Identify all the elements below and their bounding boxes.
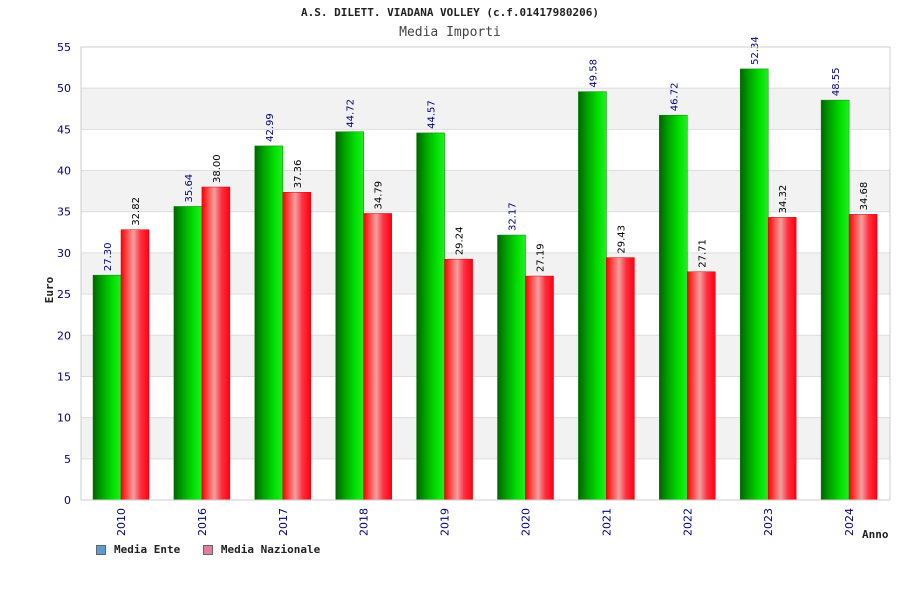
- x-tick-label: 2019: [439, 508, 452, 536]
- bar-media-ente: [659, 114, 688, 501]
- y-tick-label: 35: [57, 206, 71, 219]
- data-label-media-ente: 46.72: [669, 83, 680, 112]
- data-label-media-nazionale: 32.82: [131, 197, 142, 226]
- data-label-media-ente: 44.57: [427, 100, 438, 129]
- y-axis-label: Euro: [43, 276, 56, 303]
- bar-media-nazionale: [606, 257, 635, 501]
- y-tick-label: 30: [57, 247, 71, 260]
- legend-swatch-nazionale: [202, 544, 213, 555]
- x-tick-label: 2016: [196, 508, 209, 536]
- data-label-media-nazionale: 34.32: [778, 185, 789, 214]
- x-axis-label: Anno: [862, 528, 889, 541]
- bar-media-ente: [254, 145, 284, 501]
- grid-band: [81, 88, 890, 130]
- y-tick-label: 0: [64, 494, 71, 507]
- data-label-media-nazionale: 38.00: [212, 154, 223, 183]
- bar-media-nazionale: [120, 229, 150, 501]
- bar-media-nazionale: [444, 258, 473, 501]
- legend-item-ente: Media Ente: [96, 543, 180, 556]
- bars: [92, 68, 878, 501]
- data-label-media-ente: 49.58: [588, 59, 599, 88]
- x-tick-label: 2022: [681, 508, 694, 536]
- bar-media-ente: [820, 99, 850, 501]
- x-tick-label: 2018: [358, 508, 371, 536]
- bar-media-nazionale: [848, 214, 878, 501]
- bar-media-ente: [497, 234, 526, 501]
- data-label-media-ente: 32.17: [508, 202, 519, 231]
- y-tick-label: 50: [57, 82, 71, 95]
- x-tick-label: 2020: [520, 508, 533, 536]
- bar-media-ente: [173, 206, 203, 501]
- bar-media-nazionale: [687, 271, 716, 501]
- data-label-media-ente: 52.34: [750, 36, 761, 65]
- bar-media-ente: [739, 68, 769, 501]
- legend-label-ente: Media Ente: [114, 543, 181, 556]
- x-tick-label: 2024: [843, 508, 856, 536]
- data-label-media-ente: 44.72: [346, 99, 357, 128]
- y-tick-label: 15: [57, 370, 71, 383]
- data-label-media-nazionale: 34.79: [374, 181, 385, 210]
- data-label-media-ente: 27.30: [103, 243, 114, 272]
- y-tick-label: 25: [57, 288, 71, 301]
- chart-title: A.S. DILETT. VIADANA VOLLEY (c.f.0141798…: [300, 6, 599, 19]
- bar-media-ente: [578, 91, 607, 501]
- bar-media-nazionale: [525, 275, 554, 501]
- bar-media-ente: [92, 274, 122, 501]
- data-label-media-nazionale: 37.36: [293, 160, 304, 189]
- legend-label-nazionale: Media Nazionale: [220, 543, 321, 556]
- bar-media-ente: [335, 131, 364, 501]
- legend-swatch-ente: [96, 544, 106, 555]
- plot-frame: [80, 46, 891, 501]
- x-tick-label: 2021: [600, 508, 613, 536]
- bar-media-ente: [416, 132, 445, 501]
- data-label-media-nazionale: 27.71: [697, 239, 708, 268]
- data-label-media-nazionale: 29.24: [455, 227, 466, 256]
- data-label-media-nazionale: 27.19: [536, 243, 547, 272]
- data-label-media-nazionale: 34.68: [859, 182, 870, 211]
- legend: Media Ente Media Nazionale: [96, 543, 336, 558]
- data-label-media-ente: 48.55: [831, 67, 842, 96]
- y-tick-label: 20: [57, 329, 71, 342]
- bar-media-nazionale: [363, 213, 392, 501]
- bar-media-nazionale: [201, 186, 231, 501]
- bar-media-nazionale: [767, 217, 797, 501]
- y-tick-label: 55: [57, 41, 71, 54]
- x-tick-label: 2017: [277, 508, 290, 536]
- data-label-media-ente: 42.99: [265, 113, 276, 142]
- axes: 0 5 10 15 20 25 30 35 40 45 50 55 2010 2016 2017 2018 20…: [57, 41, 891, 536]
- bar-media-nazionale: [282, 192, 312, 501]
- chart-subtitle: Media Importi: [399, 25, 501, 40]
- y-tick-label: 40: [57, 165, 71, 178]
- data-labels: 27.30 32.82 35.64 38.00 42.99 37.36 44.72 34.79…: [103, 36, 870, 272]
- data-label-media-ente: 35.64: [184, 174, 195, 203]
- data-label-media-nazionale: 29.43: [616, 225, 627, 254]
- x-tick-label: 2023: [762, 508, 775, 536]
- y-tick-label: 5: [64, 453, 71, 466]
- x-tick-label: 2010: [115, 508, 128, 536]
- legend-item-nazionale: Media Nazionale: [202, 543, 321, 556]
- y-tick-label: 45: [57, 123, 71, 136]
- y-tick-label: 10: [57, 412, 71, 425]
